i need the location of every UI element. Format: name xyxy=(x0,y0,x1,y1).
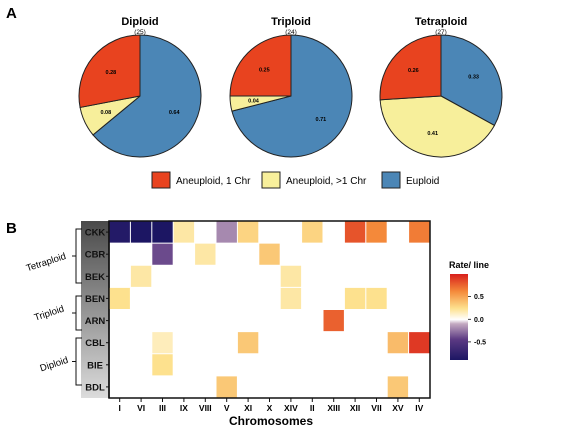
heatmap-cell xyxy=(152,332,173,354)
slice-aneuploid-1 xyxy=(379,34,442,101)
slice-value-label: 0.08 xyxy=(100,110,111,116)
group-label: Triploid xyxy=(33,304,66,324)
colorbar-title: Rate/ line xyxy=(449,260,489,270)
heatmap-cell xyxy=(409,221,430,243)
legend-label-aneuploid-1: Aneuploid, 1 Chr xyxy=(176,176,251,187)
pie-title: Diploid xyxy=(121,16,158,28)
col-label: IX xyxy=(180,403,188,413)
heatmap-cell xyxy=(344,287,366,310)
col-label: XIV xyxy=(284,403,298,413)
heatmap-cell xyxy=(109,287,130,310)
pie-title: Tetraploid xyxy=(415,16,467,28)
slice-euploid xyxy=(231,34,353,158)
heatmap-cell xyxy=(387,376,409,398)
slice-value-label: 0.26 xyxy=(408,68,419,74)
col-label: XV xyxy=(392,403,404,413)
row-label-bar xyxy=(81,221,109,398)
heatmap-cell xyxy=(280,265,302,287)
heatmap-cell xyxy=(344,221,366,243)
row-label: BDL xyxy=(85,382,105,393)
colorbar-tick-label: 0.5 xyxy=(474,294,484,301)
heatmap-cell xyxy=(409,332,430,354)
row-label: CKK xyxy=(85,228,106,239)
row-label: BEK xyxy=(85,272,105,283)
legend-swatch-aneuploid-1 xyxy=(151,171,171,189)
slice-value-label: 0.04 xyxy=(248,99,260,105)
heatmap-cell xyxy=(366,287,387,310)
heatmap-cell xyxy=(152,354,173,376)
pie-chart-tetraploid: Tetraploid (27) 0.33 0.41 0.26 xyxy=(379,16,503,158)
colorbar-tick-label: -0.5 xyxy=(474,339,486,346)
heatmap-cell xyxy=(387,332,409,354)
heatmap-cell xyxy=(259,243,280,265)
heatmap-cell xyxy=(323,310,344,332)
heatmap-cell xyxy=(237,221,259,243)
heatmap-cell xyxy=(130,265,152,287)
col-label: III xyxy=(159,403,166,413)
slice-aneuploid-1 xyxy=(229,34,292,97)
slice-value-label: 0.64 xyxy=(169,110,181,116)
slice-euploid xyxy=(92,34,202,158)
col-label: VIII xyxy=(199,403,212,413)
col-label: V xyxy=(224,403,230,413)
row-label: CBL xyxy=(85,338,105,349)
col-label: VI xyxy=(137,403,145,413)
x-axis-title: Chromosomes xyxy=(229,414,313,428)
row-label: BEN xyxy=(85,294,105,305)
slice-value-label: 0.71 xyxy=(316,117,327,123)
colorbar: Rate/ line 0.5 0.0 -0.5 xyxy=(449,260,489,360)
col-label: XII xyxy=(350,403,360,413)
heatmap-cell xyxy=(130,221,152,243)
slice-value-label: 0.25 xyxy=(259,67,270,73)
legend-label-aneuploid-gt1: Aneuploid, >1 Chr xyxy=(286,176,367,187)
panel-a-label: A xyxy=(6,5,17,22)
col-label: XIII xyxy=(327,403,340,413)
legend-swatch-aneuploid-gt1 xyxy=(261,171,281,189)
row-label: CBR xyxy=(85,250,106,261)
slice-value-label: 0.28 xyxy=(106,70,117,76)
slice-euploid xyxy=(440,34,503,127)
row-label: ARN xyxy=(85,316,106,327)
heatmap-cell xyxy=(152,243,173,265)
heatmap-cell xyxy=(302,221,323,243)
pie-chart-diploid: Diploid (25) 0.64 0.08 0.28 xyxy=(78,16,202,158)
heatmap-cell xyxy=(280,287,302,310)
heatmap-cell xyxy=(216,376,237,398)
panel-b-label: B xyxy=(6,220,17,237)
legend-label-euploid: Euploid xyxy=(406,176,439,187)
col-label: IV xyxy=(415,403,423,413)
pie-chart-triploid: Triploid (24) 0.71 0.04 0.25 xyxy=(229,16,353,158)
heatmap-cell xyxy=(152,221,173,243)
slice-aneuploid-1 xyxy=(78,34,141,109)
slice-value-label: 0.41 xyxy=(427,131,438,137)
group-label: Tetraploid xyxy=(25,251,68,274)
heatmap-cell xyxy=(216,221,237,243)
heatmap-cell xyxy=(195,243,216,265)
col-label: VII xyxy=(371,403,381,413)
col-label: XI xyxy=(244,403,252,413)
heatmap-cell xyxy=(109,221,130,243)
colorbar-gradient xyxy=(450,274,468,360)
heatmap-cell xyxy=(173,221,195,243)
col-label: II xyxy=(310,403,315,413)
slice-value-label: 0.33 xyxy=(468,75,479,81)
slice-aneuploid-gt1 xyxy=(379,95,496,158)
heatmap-cell xyxy=(366,221,387,243)
colorbar-tick-label: 0.0 xyxy=(474,317,484,324)
group-label: Diploid xyxy=(39,355,70,374)
heatmap-cell xyxy=(237,332,259,354)
row-label: BIE xyxy=(87,360,103,371)
legend-swatch-euploid xyxy=(381,171,401,189)
col-label: I xyxy=(119,403,121,413)
pie-title: Triploid xyxy=(271,16,311,28)
col-label: X xyxy=(267,403,273,413)
pie-subtitle: (24) xyxy=(285,29,297,36)
pie-legend: Aneuploid, 1 Chr Aneuploid, >1 Chr Euplo… xyxy=(151,171,439,189)
pie-subtitle: (27) xyxy=(435,29,447,36)
pie-subtitle: (25) xyxy=(134,29,146,36)
